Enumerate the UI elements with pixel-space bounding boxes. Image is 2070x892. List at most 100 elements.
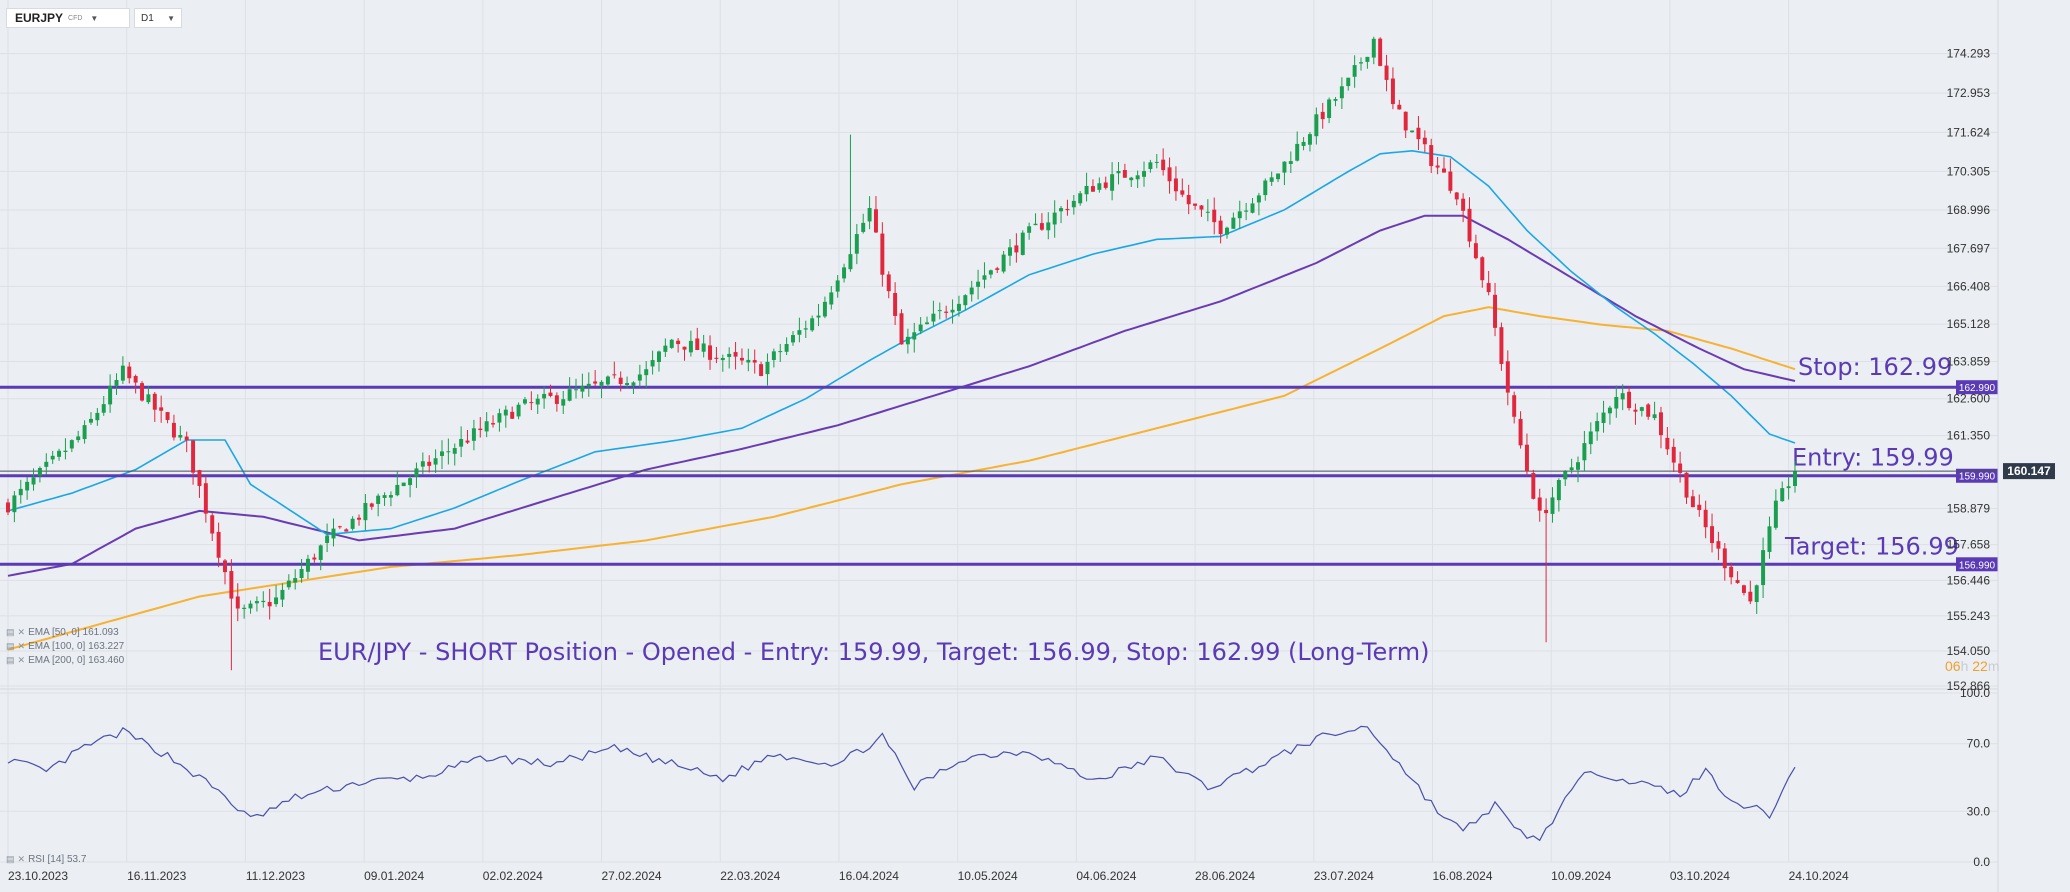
symbol-selector[interactable]: EURJPY CFD ▼ <box>6 8 130 28</box>
candle <box>688 330 693 357</box>
candle <box>408 475 413 498</box>
x-tick-label: 09.01.2024 <box>364 869 424 883</box>
close-icon[interactable]: ✕ <box>17 854 26 864</box>
candle <box>1008 239 1012 266</box>
candle <box>1416 115 1421 151</box>
settings-icon[interactable]: ▤ <box>6 655 15 665</box>
candle <box>861 213 866 234</box>
candle <box>1359 57 1363 71</box>
candle <box>1301 137 1306 151</box>
close-icon[interactable]: ✕ <box>17 655 26 665</box>
rsi-panel <box>7 725 1796 842</box>
candle <box>478 417 483 438</box>
indicator-label: EMA [50, 0] 161.093 <box>28 627 119 638</box>
price-tick-label: 174.293 <box>1947 47 1991 61</box>
candle <box>625 376 630 389</box>
candle <box>561 390 566 414</box>
candle <box>293 569 298 590</box>
candle <box>529 391 534 411</box>
candle <box>1633 403 1638 425</box>
candle <box>229 559 234 671</box>
indicator-rsi[interactable]: ▤ ✕ RSI [14] 53.7 <box>6 854 86 865</box>
candle <box>835 275 840 298</box>
price-tick-label: 166.408 <box>1947 279 1991 293</box>
candle <box>1710 513 1715 553</box>
settings-icon[interactable]: ▤ <box>6 854 15 864</box>
countdown-hours: 06 <box>1945 658 1961 674</box>
candle <box>1505 350 1510 406</box>
timeframe-selector[interactable]: D1 ▼ <box>134 8 182 28</box>
candle <box>791 331 795 346</box>
indicator-ema100[interactable]: ▤ ✕ EMA [100, 0] 163.227 <box>6 641 124 652</box>
candle <box>988 269 993 279</box>
candle <box>152 391 157 422</box>
candle <box>401 482 406 487</box>
level-label-entry: Entry: 159.99 <box>1792 444 1954 472</box>
settings-icon[interactable]: ▤ <box>6 641 15 651</box>
candle <box>1103 176 1108 190</box>
candle <box>191 440 196 485</box>
x-tick-label: 23.07.2024 <box>1314 869 1374 883</box>
candle <box>1333 97 1338 107</box>
candle <box>1741 584 1746 596</box>
timeframe-value: D1 <box>141 12 154 24</box>
price-tick-label: 157.658 <box>1947 538 1991 552</box>
countdown-h: h <box>1960 658 1969 674</box>
candle <box>1773 489 1778 530</box>
candle <box>1729 562 1734 585</box>
candle <box>1627 386 1632 411</box>
candle <box>752 349 757 374</box>
candle <box>1065 199 1070 216</box>
candle <box>1078 191 1083 206</box>
rsi-line <box>7 725 1796 842</box>
candle <box>1786 476 1791 500</box>
candle <box>599 380 604 399</box>
candle <box>605 375 610 388</box>
candle <box>854 224 859 265</box>
candle <box>657 350 661 372</box>
indicator-ema200[interactable]: ▤ ✕ EMA [200, 0] 163.460 <box>6 655 124 666</box>
candle <box>1052 200 1057 238</box>
close-icon[interactable]: ✕ <box>17 641 26 651</box>
candle <box>1110 162 1115 201</box>
candle <box>1231 212 1236 229</box>
settings-icon[interactable]: ▤ <box>6 627 15 637</box>
candle <box>1569 458 1574 474</box>
candle <box>1225 226 1229 239</box>
candle <box>274 585 279 607</box>
candle <box>427 455 432 473</box>
indicator-ema50[interactable]: ▤ ✕ EMA [50, 0] 161.093 <box>6 627 119 638</box>
candle <box>1199 205 1204 217</box>
candle <box>382 492 387 506</box>
candle <box>1703 500 1708 539</box>
chevron-down-icon: ▼ <box>167 13 175 23</box>
candle <box>133 374 138 394</box>
candle <box>1448 158 1453 194</box>
candle <box>873 196 878 233</box>
candle <box>765 353 770 386</box>
candle <box>254 596 259 612</box>
candle <box>1384 54 1389 92</box>
candle <box>1748 580 1753 605</box>
indicator-label: RSI [14] 53.7 <box>28 854 87 865</box>
candle <box>331 518 336 547</box>
current-price-tag <box>2003 463 2055 480</box>
candle <box>1588 422 1593 455</box>
candle <box>1499 322 1504 371</box>
axes: 174.293 172.953 171.624 170.305 168.996 167.6… <box>0 0 1999 892</box>
candle <box>350 516 355 531</box>
candle <box>69 439 74 453</box>
candle <box>6 498 10 516</box>
candle <box>1371 36 1376 65</box>
level-tag-text: 156.990 <box>1959 560 1996 571</box>
candle <box>969 280 974 302</box>
close-icon[interactable]: ✕ <box>17 627 26 637</box>
candle <box>1320 102 1325 129</box>
candle <box>727 347 732 369</box>
candle <box>708 335 713 370</box>
candle <box>1263 178 1268 201</box>
candle <box>1250 198 1255 214</box>
candle <box>1059 205 1064 224</box>
candle <box>829 286 834 310</box>
